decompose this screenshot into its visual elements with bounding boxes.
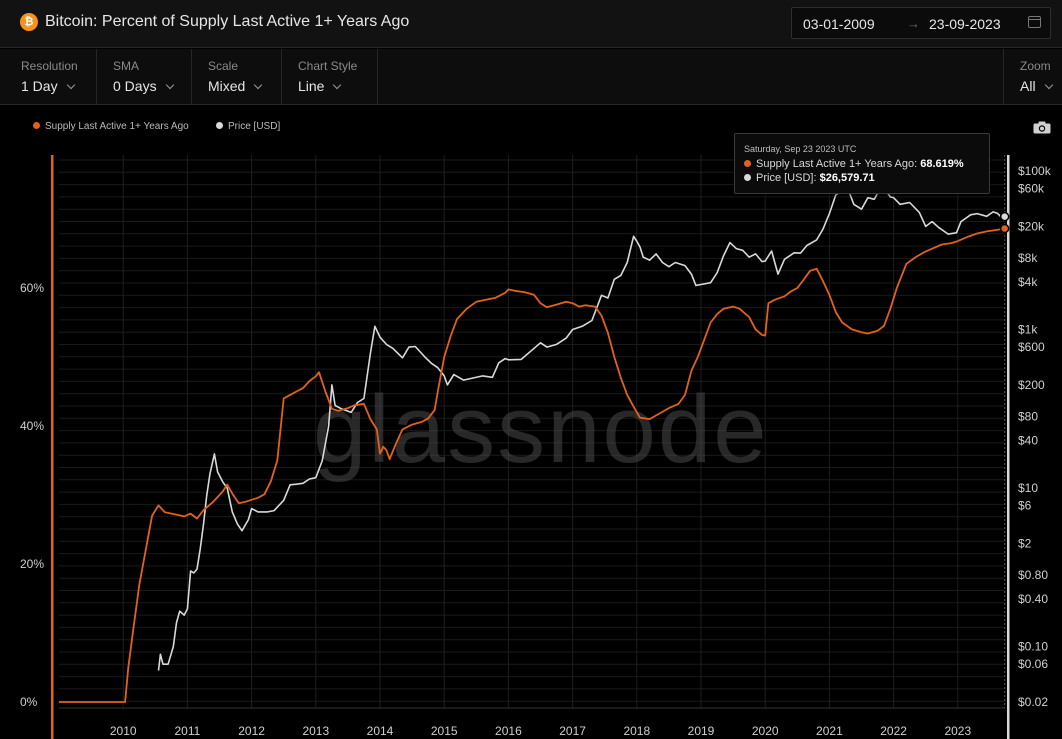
y-left-tick-label: 60% <box>20 281 44 295</box>
y-right-tick-label: $40 <box>1018 433 1038 447</box>
y-right-tick-label: $20k <box>1018 219 1045 233</box>
y-right-tick-label: $100k <box>1018 164 1052 178</box>
watermark: glassnode <box>313 376 769 483</box>
sma-label: SMA <box>113 59 140 73</box>
legend-label-supply: Supply Last Active 1+ Years Ago <box>45 121 189 132</box>
legend-item-supply[interactable]: Supply Last Active 1+ Years Ago <box>33 121 189 132</box>
chart-style-select[interactable]: Chart Style Line <box>282 49 378 105</box>
y-right-tick-label: $0.40 <box>1018 592 1048 606</box>
resolution-label: Resolution <box>21 59 78 73</box>
zoom-value[interactable]: All <box>1020 78 1053 94</box>
resolution-value[interactable]: 1 Day <box>21 78 75 94</box>
x-tick-label: 2011 <box>174 724 200 738</box>
supply-hover-point <box>999 223 1010 234</box>
scale-select[interactable]: Scale Mixed <box>192 49 282 105</box>
left-axis: 0% 20% 40% 60% <box>20 281 44 709</box>
tooltip-supply-value: 68.619% <box>920 158 964 170</box>
x-tick-label: 2010 <box>110 724 137 738</box>
y-right-tick-label: $0.02 <box>1018 695 1048 709</box>
x-tick-label: 2021 <box>816 724 843 738</box>
y-left-tick-label: 20% <box>20 557 44 571</box>
tooltip-supply-label: Supply Last Active 1+ Years Ago: <box>756 158 918 170</box>
x-tick-label: 2017 <box>559 724 586 738</box>
chart-style-label: Chart Style <box>298 59 358 73</box>
y-right-tick-label: $80 <box>1018 409 1038 423</box>
tooltip-row-price: Price [USD]: $26,579.71 <box>744 172 875 184</box>
x-tick-label: 2016 <box>495 724 522 738</box>
price-hover-point <box>999 211 1010 222</box>
date-from[interactable]: 03-01-2009 <box>803 16 875 32</box>
tooltip-date: Saturday, Sep 23 2023 UTC <box>744 144 857 154</box>
arrow-right-icon: → <box>907 16 920 31</box>
x-tick-label: 2014 <box>367 724 394 738</box>
tooltip-row-supply: Supply Last Active 1+ Years Ago: 68.619% <box>744 158 964 170</box>
y-right-tick-label: $0.80 <box>1018 568 1048 582</box>
y-right-tick-label: $200 <box>1018 378 1045 392</box>
y-right-tick-label: $8k <box>1018 251 1038 265</box>
sma-select[interactable]: SMA 0 Days <box>97 49 192 105</box>
right-axis-accent <box>1007 155 1010 739</box>
supply-series-line <box>59 227 1005 703</box>
x-tick-label: 2022 <box>880 724 907 738</box>
tooltip-dot-supply <box>744 160 751 167</box>
calendar-icon[interactable] <box>1028 16 1041 28</box>
y-right-tick-label: $0.10 <box>1018 640 1048 654</box>
y-right-tick-label: $600 <box>1018 340 1045 354</box>
legend-dot-price <box>216 122 223 129</box>
left-axis-accent <box>51 155 54 739</box>
y-right-tick-label: $6 <box>1018 499 1032 513</box>
legend-label-price: Price [USD] <box>228 121 281 132</box>
tooltip-dot-price <box>744 174 751 181</box>
y-right-tick-label: $1k <box>1018 323 1038 337</box>
header-bar: ₿ Bitcoin: Percent of Supply Last Active… <box>0 0 1062 48</box>
y-right-tick-label: $4k <box>1018 275 1038 289</box>
x-tick-label: 2013 <box>302 724 329 738</box>
date-to[interactable]: 23-09-2023 <box>929 16 1001 32</box>
tooltip-price-value: $26,579.71 <box>819 172 875 184</box>
scale-label: Scale <box>208 59 239 73</box>
x-tick-label: 2020 <box>752 724 779 738</box>
legend-dot-supply <box>33 122 40 129</box>
chart-style-value[interactable]: Line <box>298 78 342 94</box>
x-tick-label: 2015 <box>431 724 458 738</box>
x-tick-label: 2023 <box>944 724 971 738</box>
y-right-tick-label: $60k <box>1018 182 1045 196</box>
y-left-tick-label: 0% <box>20 695 38 709</box>
camera-icon[interactable] <box>1033 121 1051 134</box>
y-right-tick-label: $0.06 <box>1018 657 1048 671</box>
x-axis: 2010 2011 2012 2013 2014 2015 2016 2017 2018 2019… <box>110 724 972 738</box>
hover-tooltip: Saturday, Sep 23 2023 UTC Supply Last Ac… <box>734 133 990 194</box>
y-left-tick-label: 40% <box>20 419 44 433</box>
y-right-tick-label: $10 <box>1018 481 1038 495</box>
zoom-select[interactable]: Zoom All <box>1003 49 1062 105</box>
price-series-line <box>157 184 1005 671</box>
chart-controls: Resolution 1 Day SMA 0 Days Scale Mixed … <box>0 49 1062 105</box>
resolution-select[interactable]: Resolution 1 Day <box>0 49 97 105</box>
x-tick-label: 2018 <box>623 724 650 738</box>
legend-item-price[interactable]: Price [USD] <box>216 121 280 132</box>
page-title: Bitcoin: Percent of Supply Last Active 1… <box>45 13 410 30</box>
right-axis: $0.02 $0.06 $0.10 $0.40 $0.80 $2 $6 $10 $40 $80 $2… <box>1018 164 1052 709</box>
y-right-tick-label: $2 <box>1018 536 1032 550</box>
bitcoin-icon: ₿ <box>20 13 38 31</box>
hover-markers <box>999 155 1010 708</box>
x-tick-label: 2012 <box>238 724 265 738</box>
tooltip-price-label: Price [USD]: <box>756 172 817 184</box>
sma-value[interactable]: 0 Days <box>113 78 174 94</box>
scale-value[interactable]: Mixed <box>208 78 263 94</box>
date-range-picker[interactable]: 03-01-2009 → 23-09-2023 <box>791 7 1051 39</box>
zoom-label: Zoom <box>1020 59 1051 73</box>
x-tick-label: 2019 <box>688 724 715 738</box>
